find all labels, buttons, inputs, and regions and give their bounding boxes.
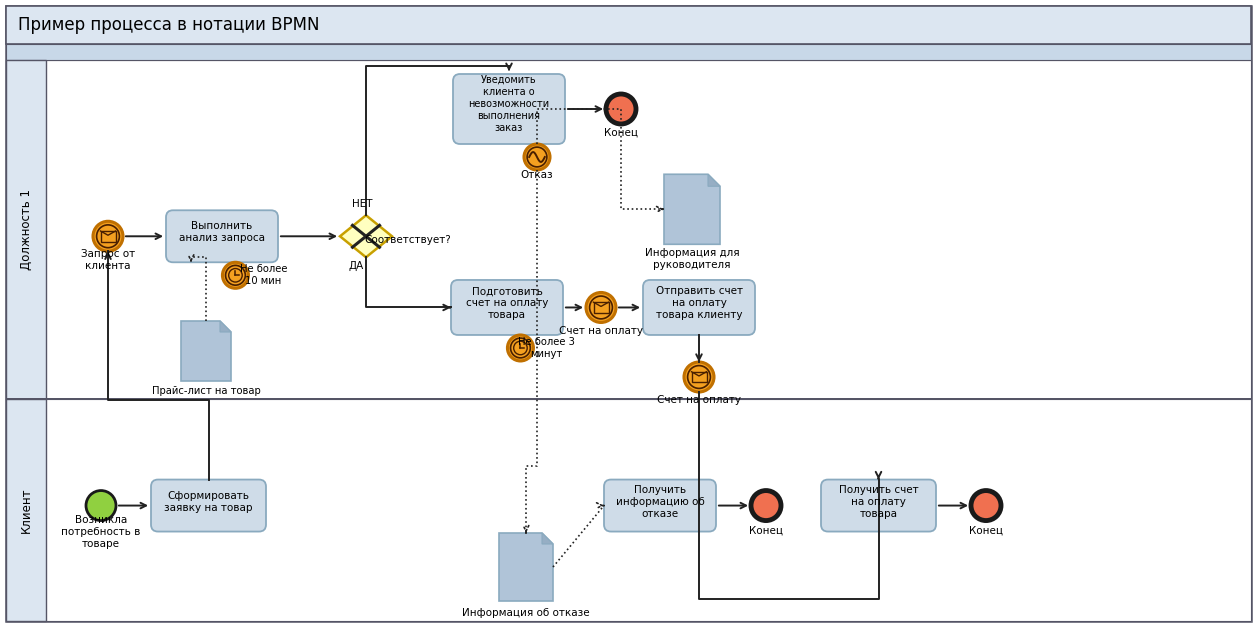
- Text: Запрос от
клиента: Запрос от клиента: [80, 250, 134, 271]
- Text: Уведомить
клиента о
невозможности
выполнения
заказ: Уведомить клиента о невозможности выполн…: [469, 75, 549, 133]
- Circle shape: [225, 265, 245, 285]
- Circle shape: [684, 362, 714, 392]
- Circle shape: [97, 225, 119, 248]
- Text: Возникла
потребность в
товаре: Возникла потребность в товаре: [62, 515, 141, 549]
- Text: НЕТ: НЕТ: [352, 199, 372, 209]
- Text: Получить
информацию об
отказе: Получить информацию об отказе: [616, 485, 704, 519]
- FancyBboxPatch shape: [644, 280, 755, 335]
- Text: Соответствует?: Соответствует?: [365, 235, 451, 245]
- FancyBboxPatch shape: [605, 480, 716, 532]
- Circle shape: [508, 335, 533, 361]
- Circle shape: [510, 338, 530, 358]
- Bar: [691, 372, 706, 382]
- Circle shape: [85, 490, 116, 520]
- Circle shape: [688, 366, 710, 388]
- Polygon shape: [339, 215, 392, 257]
- Circle shape: [590, 296, 612, 319]
- FancyBboxPatch shape: [166, 210, 278, 262]
- Text: Должность 1: Должность 1: [20, 189, 33, 270]
- FancyBboxPatch shape: [151, 480, 266, 532]
- Bar: [6, 398, 1251, 399]
- Circle shape: [586, 292, 616, 322]
- FancyBboxPatch shape: [821, 480, 936, 532]
- Polygon shape: [499, 533, 553, 601]
- Circle shape: [970, 490, 1001, 520]
- Text: Сформировать
заявку на товар: Сформировать заявку на товар: [165, 490, 253, 512]
- Bar: [6, 399, 1251, 621]
- Circle shape: [93, 221, 123, 251]
- Bar: [6, 60, 1251, 399]
- FancyBboxPatch shape: [453, 74, 564, 144]
- Polygon shape: [542, 533, 553, 544]
- Circle shape: [606, 94, 636, 124]
- Text: Счет на оплату: Счет на оплату: [559, 327, 644, 337]
- Text: Подготовить
счет на оплату
товара: Подготовить счет на оплату товара: [466, 287, 548, 320]
- Circle shape: [524, 144, 551, 170]
- Text: Отказ: Отказ: [520, 170, 553, 180]
- Text: ДА: ДА: [348, 261, 363, 271]
- Text: Не более 3
минут: Не более 3 минут: [518, 337, 574, 359]
- Polygon shape: [181, 321, 231, 381]
- FancyBboxPatch shape: [451, 280, 563, 335]
- Polygon shape: [220, 321, 231, 332]
- Text: Конец: Конец: [749, 525, 783, 535]
- Bar: [6, 60, 47, 399]
- Text: Информация для
руководителя: Информация для руководителя: [645, 248, 739, 270]
- Text: Отправить счет
на оплату
товара клиенту: Отправить счет на оплату товара клиенту: [655, 287, 743, 320]
- Circle shape: [222, 262, 249, 288]
- Bar: [593, 302, 608, 313]
- Bar: [101, 231, 116, 241]
- Text: Клиент: Клиент: [20, 487, 33, 533]
- Text: Конец: Конец: [605, 128, 639, 138]
- Text: Конец: Конец: [969, 525, 1003, 535]
- Text: Выполнить
анализ запроса: Выполнить анализ запроса: [178, 221, 265, 243]
- Text: Не более
10 мин: Не более 10 мин: [240, 264, 287, 287]
- Text: Счет на оплату: Счет на оплату: [657, 395, 740, 405]
- Bar: [6, 44, 1251, 60]
- Text: Информация об отказе: Информация об отказе: [463, 608, 590, 618]
- Polygon shape: [708, 174, 720, 186]
- Text: Получить счет
на оплату
товара: Получить счет на оплату товара: [838, 485, 919, 519]
- Bar: [6, 6, 1251, 44]
- Circle shape: [750, 490, 781, 520]
- Polygon shape: [664, 174, 720, 245]
- Text: Пример процесса в нотации BPMN: Пример процесса в нотации BPMN: [18, 16, 319, 34]
- Circle shape: [527, 147, 547, 167]
- Bar: [6, 399, 47, 621]
- Text: Прайс-лист на товар: Прайс-лист на товар: [152, 386, 260, 396]
